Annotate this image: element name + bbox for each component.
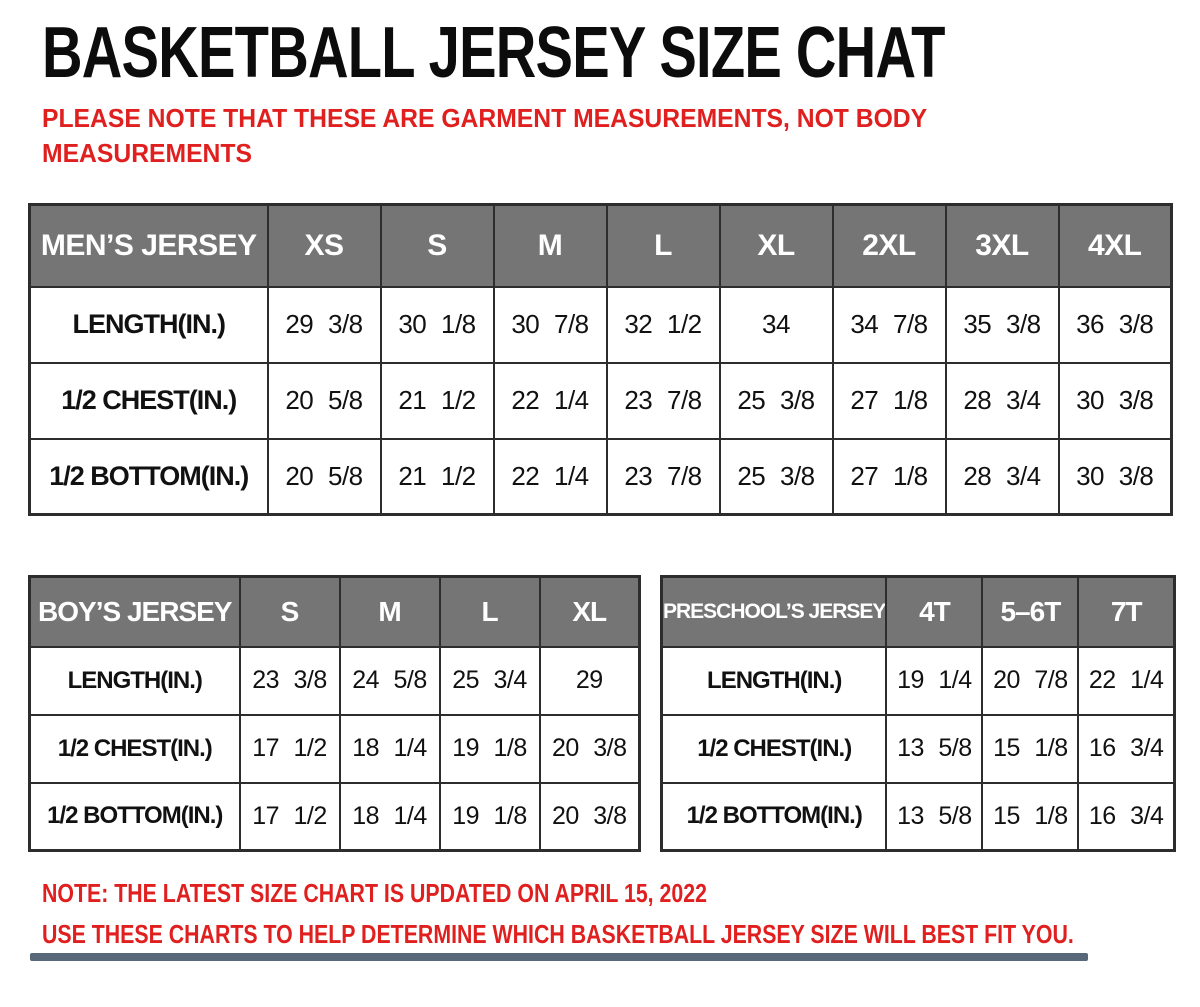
boys-size-header: S: [238, 575, 341, 648]
mens-size-value: 22 1/4: [492, 437, 608, 516]
boys-row-label: 1/2 BOTTOM(IN.): [28, 781, 241, 852]
preschool-size-value: 15 1/8: [981, 713, 1080, 784]
preschool-size-value: 20 7/8: [981, 645, 1080, 716]
mens-size-value: 25 3/8: [718, 437, 834, 516]
mens-size-header: 2XL: [831, 203, 947, 288]
mens-header-row: MEN’S JERSEY XS S M L XL 2XL 3XL 4XL: [28, 203, 1173, 288]
mens-measurement-row: LENGTH(IN.) 29 3/8 30 1/8 30 7/8 32 1/2 34 34 …: [28, 285, 1173, 364]
preschool-row-label: LENGTH(IN.): [660, 645, 888, 716]
mens-size-value: 28 3/4: [944, 361, 1060, 440]
mens-jersey-size-table: MEN’S JERSEY XS S M L XL 2XL 3XL 4XL LENGTH(IN.) 2…: [28, 203, 1173, 516]
mens-size-value: 25 3/8: [718, 361, 834, 440]
preschool-header-row: PRESCHOOL’S JERSEY 4T 5–6T 7T: [660, 575, 1176, 648]
usage-note-text: USE THESE CHARTS TO HELP DETERMINE WHICH…: [42, 919, 1074, 949]
mens-size-header: XS: [266, 203, 382, 288]
mens-size-value: 21 1/2: [379, 361, 495, 440]
mens-row-label: 1/2 BOTTOM(IN.): [28, 437, 269, 516]
boys-size-value: 23 3/8: [238, 645, 341, 716]
boys-size-header: L: [438, 575, 541, 648]
footer-bar: [30, 953, 1088, 961]
mens-size-value: 21 1/2: [379, 437, 495, 516]
boys-size-value: 17 1/2: [238, 781, 341, 852]
preschool-row-label: 1/2 BOTTOM(IN.): [660, 781, 888, 852]
preschool-size-value: 16 3/4: [1077, 781, 1176, 852]
preschool-size-value: 22 1/4: [1077, 645, 1176, 716]
mens-size-value: 20 5/8: [266, 361, 382, 440]
mens-size-value: 20 5/8: [266, 437, 382, 516]
mens-size-value: 22 1/4: [492, 361, 608, 440]
preschool-size-header: 7T: [1077, 575, 1176, 648]
garment-measurement-note: PLEASE NOTE THAT THESE ARE GARMENT MEASU…: [42, 101, 974, 171]
preschool-table-title: PRESCHOOL’S JERSEY: [660, 575, 888, 648]
boys-size-value: 25 3/4: [438, 645, 541, 716]
boys-measurement-row: 1/2 CHEST(IN.) 17 1/2 18 1/4 19 1/8 20 3/8: [28, 713, 641, 784]
boys-size-value: 20 3/8: [538, 713, 641, 784]
garment-note-line-1: PLEASE NOTE THAT THESE ARE GARMENT MEASU…: [42, 103, 928, 133]
boys-measurement-row: 1/2 BOTTOM(IN.) 17 1/2 18 1/4 19 1/8 20 3/8: [28, 781, 641, 852]
mens-size-value: 32 1/2: [605, 285, 721, 364]
updated-date-note: NOTE: THE LATEST SIZE CHART IS UPDATED O…: [42, 878, 853, 908]
boys-row-label: LENGTH(IN.): [28, 645, 241, 716]
mens-size-header: L: [605, 203, 721, 288]
mens-size-value: 30 3/8: [1057, 361, 1173, 440]
mens-measurement-row: 1/2 BOTTOM(IN.) 20 5/8 21 1/2 22 1/4 23 7/8 2…: [28, 437, 1173, 516]
boys-table-title: BOY’S JERSEY: [28, 575, 241, 648]
boys-size-value: 24 5/8: [338, 645, 441, 716]
mens-size-value: 35 3/8: [944, 285, 1060, 364]
boys-size-value: 29: [538, 645, 641, 716]
preschool-size-value: 13 5/8: [885, 713, 984, 784]
preschool-size-value: 16 3/4: [1077, 713, 1176, 784]
preschool-measurement-row: 1/2 CHEST(IN.) 13 5/8 15 1/8 16 3/4: [660, 713, 1176, 784]
boys-jersey-size-table: BOY’S JERSEY S M L XL LENGTH(IN.) 23 3/8 24 5/8…: [28, 575, 641, 852]
mens-size-header: XL: [718, 203, 834, 288]
updated-date-note-text: NOTE: THE LATEST SIZE CHART IS UPDATED O…: [42, 878, 707, 908]
mens-size-value: 30 7/8: [492, 285, 608, 364]
boys-measurement-row: LENGTH(IN.) 23 3/8 24 5/8 25 3/4 29: [28, 645, 641, 716]
mens-measurement-row: 1/2 CHEST(IN.) 20 5/8 21 1/2 22 1/4 23 7/8 25…: [28, 361, 1173, 440]
mens-size-value: 23 7/8: [605, 361, 721, 440]
boys-size-value: 18 1/4: [338, 713, 441, 784]
page-title: BASKETBALL JERSEY SIZE CHAT: [42, 13, 945, 93]
preschool-size-header: 4T: [885, 575, 984, 648]
mens-size-header: 4XL: [1057, 203, 1173, 288]
mens-size-value: 36 3/8: [1057, 285, 1173, 364]
preschool-measurement-row: LENGTH(IN.) 19 1/4 20 7/8 22 1/4: [660, 645, 1176, 716]
preschools-jersey-size-table: PRESCHOOL’S JERSEY 4T 5–6T 7T LENGTH(IN.) 19 …: [660, 575, 1176, 852]
boys-size-value: 18 1/4: [338, 781, 441, 852]
garment-note-line-2: MEASUREMENTS: [42, 138, 252, 168]
mens-size-value: 27 1/8: [831, 361, 947, 440]
boys-size-value: 20 3/8: [538, 781, 641, 852]
mens-size-header: 3XL: [944, 203, 1060, 288]
mens-table-title: MEN’S JERSEY: [28, 203, 269, 288]
usage-note: USE THESE CHARTS TO HELP DETERMINE WHICH…: [42, 919, 1200, 949]
mens-size-value: 29 3/8: [266, 285, 382, 364]
mens-size-value: 34 7/8: [831, 285, 947, 364]
boys-size-value: 17 1/2: [238, 713, 341, 784]
mens-row-label: LENGTH(IN.): [28, 285, 269, 364]
preschool-measurement-row: 1/2 BOTTOM(IN.) 13 5/8 15 1/8 16 3/4: [660, 781, 1176, 852]
preschool-size-value: 15 1/8: [981, 781, 1080, 852]
mens-size-value: 23 7/8: [605, 437, 721, 516]
boys-size-value: 19 1/8: [438, 713, 541, 784]
boys-size-header: M: [338, 575, 441, 648]
preschool-size-value: 19 1/4: [885, 645, 984, 716]
mens-size-value: 30 1/8: [379, 285, 495, 364]
mens-row-label: 1/2 CHEST(IN.): [28, 361, 269, 440]
preschool-size-header: 5–6T: [981, 575, 1080, 648]
mens-size-value: 28 3/4: [944, 437, 1060, 516]
mens-size-header: S: [379, 203, 495, 288]
boys-header-row: BOY’S JERSEY S M L XL: [28, 575, 641, 648]
boys-row-label: 1/2 CHEST(IN.): [28, 713, 241, 784]
preschool-row-label: 1/2 CHEST(IN.): [660, 713, 888, 784]
mens-size-value: 27 1/8: [831, 437, 947, 516]
boys-size-value: 19 1/8: [438, 781, 541, 852]
boys-size-header: XL: [538, 575, 641, 648]
mens-size-value: 30 3/8: [1057, 437, 1173, 516]
preschool-size-value: 13 5/8: [885, 781, 984, 852]
mens-size-header: M: [492, 203, 608, 288]
mens-size-value: 34: [718, 285, 834, 364]
